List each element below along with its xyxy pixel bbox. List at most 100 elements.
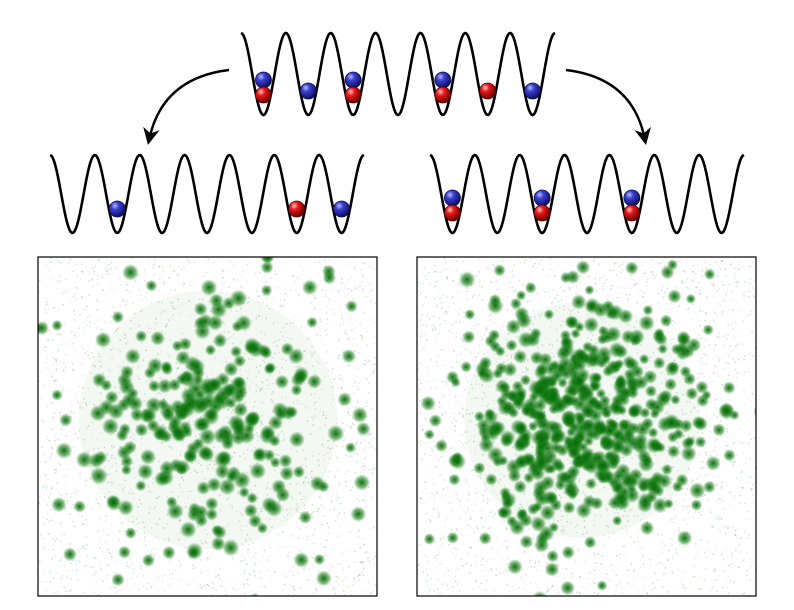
red-atom-icon: [288, 200, 306, 218]
noise-pixel: [220, 509, 222, 511]
noise-pixel: [426, 338, 428, 341]
noise-pixel: [554, 274, 556, 276]
atom-spot: [209, 293, 224, 308]
noise-pixel: [76, 277, 78, 279]
noise-pixel: [710, 455, 712, 457]
noise-pixel: [177, 298, 180, 300]
noise-pixel: [633, 326, 635, 329]
noise-pixel: [511, 446, 514, 448]
atom-spot: [274, 374, 290, 389]
noise-pixel: [136, 530, 138, 532]
noise-pixel: [688, 400, 691, 403]
noise-pixel: [246, 264, 248, 266]
noise-pixel: [464, 519, 467, 521]
noise-pixel: [612, 269, 614, 271]
noise-pixel: [180, 477, 182, 479]
atom-spot: [204, 496, 219, 511]
noise-pixel: [523, 262, 526, 264]
noise-pixel: [266, 494, 268, 496]
noise-pixel: [517, 554, 520, 556]
noise-pixel: [142, 575, 144, 577]
noise-pixel: [316, 430, 318, 432]
atom-spot: [168, 378, 182, 392]
noise-pixel: [644, 577, 646, 579]
atom-spot: [220, 436, 235, 451]
noise-pixel: [456, 361, 458, 363]
noise-pixel: [45, 485, 48, 488]
noise-pixel: [216, 575, 219, 577]
noise-pixel: [348, 364, 350, 367]
atom-spot: [130, 407, 145, 422]
noise-pixel: [522, 257, 524, 259]
noise-pixel: [533, 535, 535, 537]
noise-pixel: [744, 530, 746, 533]
noise-pixel: [739, 428, 741, 430]
noise-pixel: [259, 271, 261, 274]
noise-pixel: [351, 479, 353, 481]
noise-pixel: [728, 371, 731, 373]
noise-pixel: [305, 477, 307, 479]
atom-spot: [117, 499, 134, 516]
noise-pixel: [442, 436, 444, 438]
noise-pixel: [662, 296, 665, 298]
noise-pixel: [154, 259, 156, 261]
noise-pixel: [86, 427, 88, 430]
noise-pixel: [110, 349, 112, 351]
noise-pixel: [132, 468, 135, 470]
noise-pixel: [558, 494, 561, 496]
noise-pixel: [54, 540, 56, 542]
noise-pixel: [284, 292, 287, 295]
noise-pixel: [676, 310, 678, 313]
noise-pixel: [433, 483, 436, 486]
noise-pixel: [694, 311, 696, 314]
noise-pixel: [309, 277, 312, 280]
noise-pixel: [99, 261, 102, 263]
noise-pixel: [86, 350, 89, 352]
noise-pixel: [320, 407, 322, 409]
noise-pixel: [649, 356, 651, 358]
noise-pixel: [350, 276, 353, 278]
noise-pixel: [324, 329, 327, 331]
noise-pixel: [246, 378, 249, 380]
noise-pixel: [710, 511, 712, 514]
noise-pixel: [75, 563, 77, 565]
noise-pixel: [177, 266, 179, 268]
noise-pixel: [95, 387, 98, 389]
noise-pixel: [206, 375, 208, 377]
noise-pixel: [201, 543, 203, 545]
noise-pixel: [329, 448, 331, 450]
noise-pixel: [640, 289, 642, 292]
noise-pixel: [572, 546, 574, 548]
noise-pixel: [85, 484, 87, 486]
noise-pixel: [483, 455, 485, 457]
noise-pixel: [204, 529, 206, 531]
noise-pixel: [236, 277, 239, 280]
noise-pixel: [249, 551, 251, 553]
noise-pixel: [135, 476, 137, 479]
noise-pixel: [97, 447, 99, 449]
noise-pixel: [721, 466, 723, 468]
noise-pixel: [422, 323, 425, 326]
noise-pixel: [492, 380, 495, 382]
noise-pixel: [705, 363, 707, 365]
noise-pixel: [258, 397, 261, 399]
noise-pixel: [266, 517, 268, 519]
noise-pixel: [493, 408, 496, 410]
noise-pixel: [269, 375, 271, 377]
noise-pixel: [626, 569, 628, 572]
noise-pixel: [505, 528, 508, 530]
noise-pixel: [491, 270, 494, 272]
noise-pixel: [167, 319, 170, 321]
noise-pixel: [126, 300, 128, 302]
noise-pixel: [78, 327, 80, 329]
noise-pixel: [747, 510, 750, 513]
noise-pixel: [628, 508, 631, 510]
noise-pixel: [585, 293, 587, 295]
noise-pixel: [548, 417, 550, 419]
noise-pixel: [746, 314, 748, 316]
noise-pixel: [291, 274, 293, 277]
noise-pixel: [280, 431, 282, 434]
noise-pixel: [206, 542, 208, 544]
noise-pixel: [478, 257, 480, 260]
noise-pixel: [205, 271, 208, 274]
